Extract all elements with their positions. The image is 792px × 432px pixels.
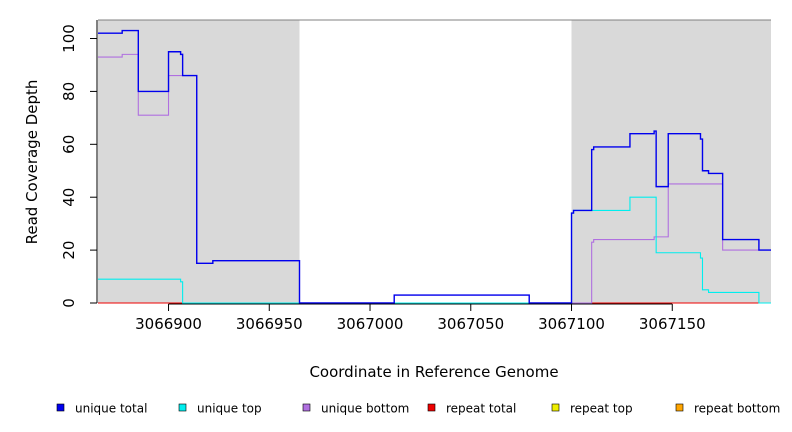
shaded-region-2: [571, 20, 771, 303]
y-axis-title: Read Coverage Depth: [23, 80, 41, 245]
series-line-unique-total: [98, 29, 771, 304]
legend-swatch-repeat-total: [427, 403, 436, 412]
shaded-region-1: [98, 20, 300, 303]
x-tick-label: 3067000: [337, 315, 404, 333]
y-tick-label: 40: [60, 188, 78, 207]
x-tick-label: 3066900: [135, 315, 202, 333]
legend-label-repeat-top: repeat top: [570, 402, 633, 416]
y-tick-label: 0: [60, 298, 78, 308]
legend-swatch-unique-total: [56, 403, 65, 412]
x-tick-label: 3067100: [538, 315, 605, 333]
legend-swatch-unique-bottom: [302, 403, 311, 412]
legend-swatch-repeat-top: [551, 403, 560, 412]
series-layer: [98, 29, 771, 304]
axes-layer: 0 20 40 60 80 100 3066900 3066950 3067000 3067050…: [60, 20, 706, 333]
legend-label-repeat-bottom: repeat bottom: [694, 402, 780, 416]
x-tick-label: 3067050: [437, 315, 504, 333]
y-tick-label: 60: [60, 135, 78, 154]
x-axis-title: Coordinate in Reference Genome: [309, 363, 558, 381]
legend-label-repeat-total: repeat total: [446, 402, 516, 416]
legend-label-unique-bottom: unique bottom: [321, 402, 409, 416]
y-tick-label: 80: [60, 82, 78, 101]
legend-label-unique-total: unique total: [75, 402, 147, 416]
x-tick-label: 3067150: [639, 315, 706, 333]
legend-swatch-repeat-bottom: [675, 403, 684, 412]
series-line-unique-top: [98, 196, 771, 304]
legend: unique total unique top unique bottom repea…: [56, 402, 780, 416]
y-tick-label: 20: [60, 241, 78, 260]
legend-swatch-unique-top: [178, 403, 187, 412]
plot-background: [98, 19, 771, 303]
y-tick-label: 100: [60, 24, 78, 53]
legend-label-unique-top: unique top: [197, 402, 262, 416]
x-tick-label: 3066950: [236, 315, 303, 333]
